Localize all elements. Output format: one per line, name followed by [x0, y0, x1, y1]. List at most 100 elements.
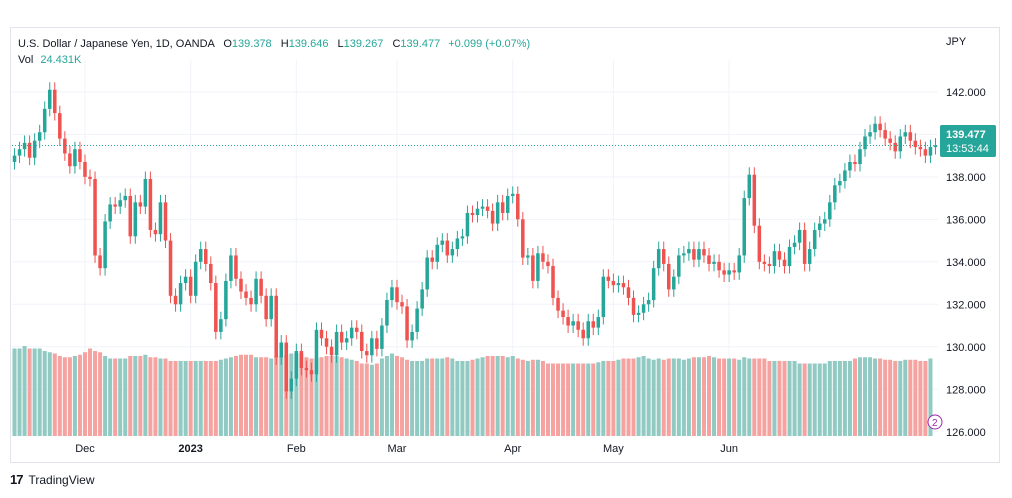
volume-bar [22, 346, 27, 436]
y-tick-label: 134.000 [946, 257, 986, 269]
candlesticks [12, 82, 938, 399]
volume-bar [309, 358, 314, 436]
volume-bar [827, 361, 832, 436]
candle-body [792, 242, 797, 247]
candle-body [153, 229, 158, 235]
price-tag-background [940, 125, 996, 157]
volume-bar [445, 357, 450, 436]
candle-body [455, 238, 460, 250]
volume-bar [485, 356, 490, 436]
candle-body [490, 210, 495, 224]
symbol-title[interactable]: U.S. Dollar / Japanese Yen, 1D, OANDA [18, 38, 215, 50]
candle-body [541, 253, 545, 262]
volume-bar [364, 363, 369, 436]
volume-bar [405, 359, 410, 436]
candle-body [470, 212, 475, 216]
candle-body [712, 261, 716, 264]
volume-bar [128, 356, 133, 436]
footer-brand[interactable]: TradingView [28, 472, 95, 487]
volume-label: Vol [18, 54, 34, 66]
candle-body [717, 261, 721, 271]
volume-bar [213, 361, 218, 436]
volume-bar [173, 361, 178, 436]
volume-bar [168, 361, 173, 436]
x-axis[interactable]: Dec 2023 Feb Mar Apr May Jun [75, 443, 738, 455]
candle-body [319, 329, 324, 339]
volume-bar [314, 358, 319, 436]
y-tick-label: 130.000 [946, 342, 986, 354]
candle-body [425, 257, 429, 290]
candle-body [465, 212, 470, 237]
volume-bar [369, 364, 374, 436]
candle-body [73, 149, 77, 167]
candle-body [651, 268, 656, 301]
candle-body [12, 155, 17, 162]
volume-bar [681, 359, 686, 436]
volume-bar [450, 358, 455, 436]
candle-body [32, 140, 37, 158]
volume-bar [691, 357, 696, 436]
candle-body [536, 253, 540, 281]
candle-body [883, 130, 887, 139]
volume-bar [455, 361, 460, 436]
volume-bar [32, 348, 37, 436]
volume-bar [918, 361, 923, 436]
volume-bar [143, 354, 148, 436]
candle-body [526, 255, 530, 258]
scroll-to-end-icon[interactable]: 2 [927, 414, 943, 430]
chart-frame [10, 27, 1000, 463]
volume-bar [495, 356, 500, 436]
volume-bar [530, 359, 535, 436]
volume-bar [37, 348, 42, 436]
volume-bar [515, 358, 520, 436]
volume-bar [52, 353, 57, 436]
candle-body [561, 310, 565, 318]
volume-bar [77, 354, 82, 436]
candle-body [888, 138, 892, 143]
candle-body [380, 325, 384, 349]
candle-body [692, 249, 696, 260]
candle-body [214, 283, 218, 332]
volume-bar [480, 357, 485, 436]
candle-body [309, 370, 314, 375]
candle-body [863, 136, 867, 150]
candle-body [828, 202, 832, 220]
volume-bar [722, 358, 727, 436]
volume-bar [435, 358, 440, 436]
volume-bar [656, 358, 661, 436]
candle-body [727, 270, 731, 275]
volume-bar [259, 357, 264, 436]
volume-bar [82, 352, 87, 436]
candle-body [631, 297, 636, 315]
candle-body [445, 240, 450, 256]
volume-bar [671, 358, 676, 436]
volume-bar [208, 361, 213, 436]
candle-body [516, 193, 520, 220]
volume-bar [324, 356, 329, 436]
candle-body [279, 342, 284, 358]
volume-bar [153, 357, 158, 436]
volume-bar [354, 361, 359, 436]
volume-bar [878, 358, 883, 436]
volume-bar [394, 356, 400, 436]
candle-body [747, 174, 752, 199]
volume-bar [545, 363, 550, 436]
high-label: H [280, 38, 289, 50]
volume-bar [863, 357, 868, 436]
candle-body [249, 297, 253, 305]
candle-body [586, 321, 590, 339]
candle-body [304, 368, 309, 371]
candle-body [274, 295, 278, 358]
volume-bar [611, 361, 616, 436]
candle-body [375, 338, 379, 349]
volume-bar [400, 357, 405, 436]
x-tick-label: Apr [504, 443, 521, 455]
tradingview-logo-icon[interactable]: 17 [10, 472, 24, 487]
volume-bar [571, 363, 576, 436]
volume-bar [460, 361, 465, 436]
x-tick-label: Jun [720, 443, 738, 455]
candle-body [893, 142, 897, 152]
candle-body [83, 161, 87, 177]
candle-body [163, 202, 168, 241]
